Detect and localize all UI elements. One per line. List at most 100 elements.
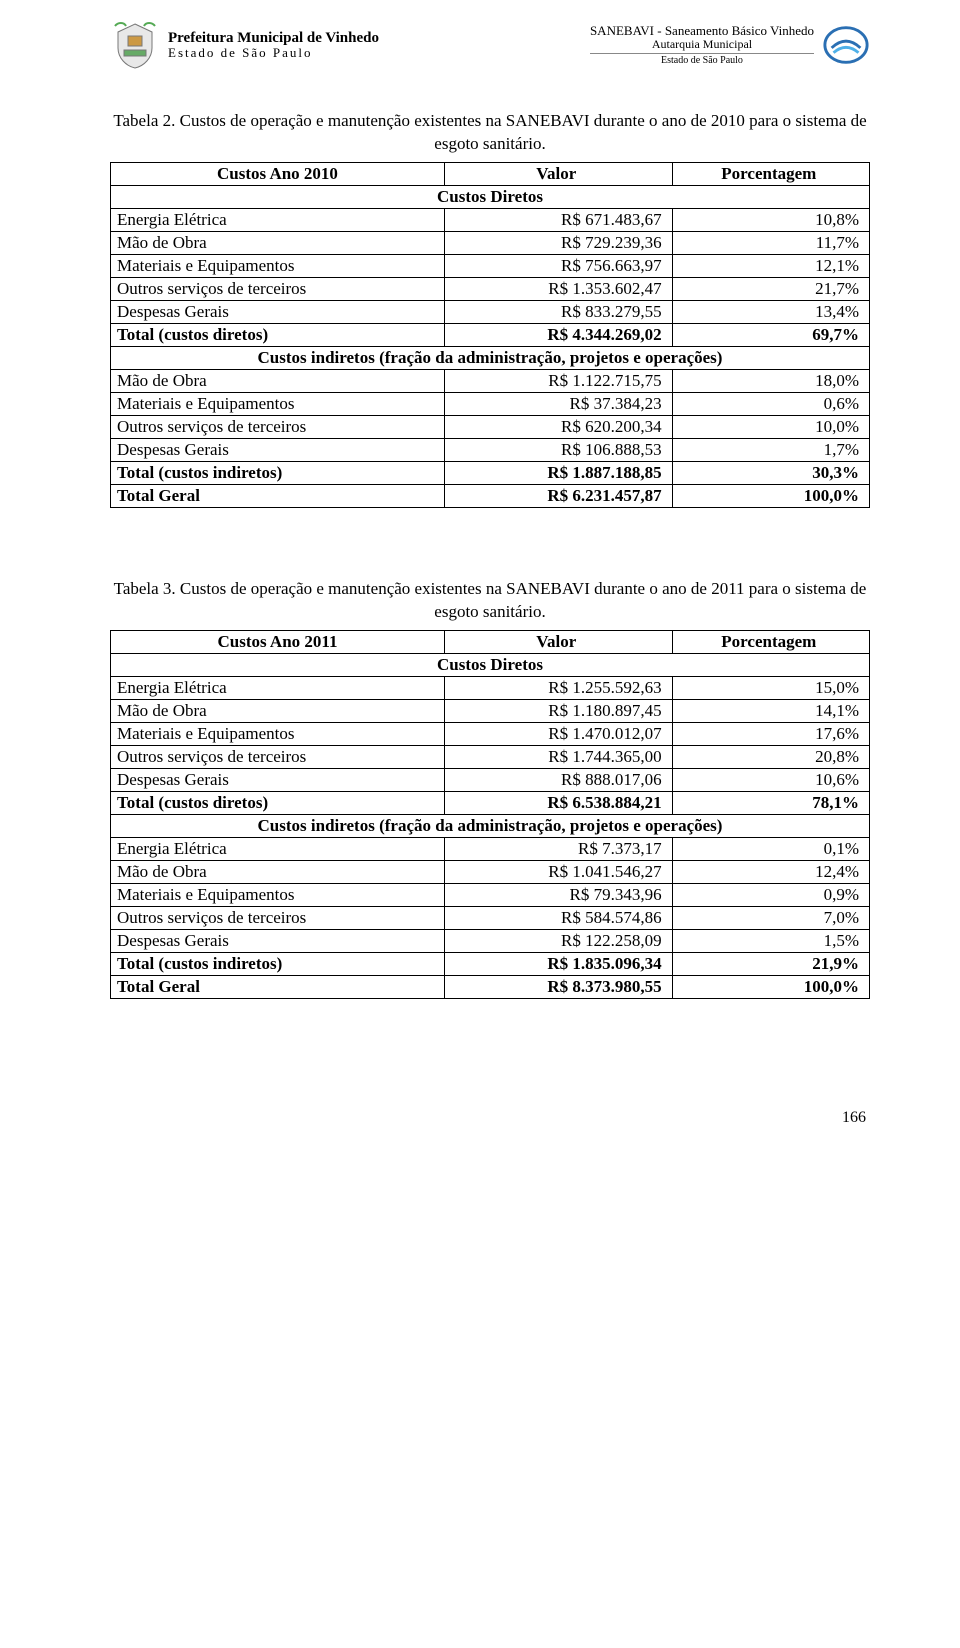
cell-label: Outros serviços de terceiros: [111, 415, 445, 438]
cell-value: R$ 620.200,34: [444, 415, 672, 438]
cell-label: Total (custos diretos): [111, 791, 445, 814]
table-row: Mão de ObraR$ 1.180.897,4514,1%: [111, 699, 870, 722]
header-left-text: Prefeitura Municipal de Vinhedo Estado d…: [168, 30, 379, 61]
cell-label: Outros serviços de terceiros: [111, 277, 445, 300]
cell-label: Materiais e Equipamentos: [111, 392, 445, 415]
table3-section1: Custos Diretos: [111, 653, 870, 676]
header-left: Prefeitura Municipal de Vinhedo Estado d…: [110, 20, 379, 70]
table-row: Energia ElétricaR$ 1.255.592,6315,0%: [111, 676, 870, 699]
table-row: Outros serviços de terceirosR$ 584.574,8…: [111, 906, 870, 929]
table3-header-c2: Valor: [444, 630, 672, 653]
table-row: Despesas GeraisR$ 888.017,0610,6%: [111, 768, 870, 791]
cell-label: Materiais e Equipamentos: [111, 254, 445, 277]
cell-value: R$ 8.373.980,55: [444, 975, 672, 998]
cell-value: R$ 1.122.715,75: [444, 369, 672, 392]
cell-pct: 0,9%: [672, 883, 869, 906]
cell-value: R$ 729.239,36: [444, 231, 672, 254]
table2-total1: Total (custos diretos)R$ 4.344.269,0269,…: [111, 323, 870, 346]
table3-header-c3: Porcentagem: [672, 630, 869, 653]
cell-label: Energia Elétrica: [111, 208, 445, 231]
table2-caption: Tabela 2. Custos de operação e manutençã…: [110, 110, 870, 156]
cell-label: Total (custos diretos): [111, 323, 445, 346]
cell-label: Energia Elétrica: [111, 676, 445, 699]
org-subtitle: Autarquia Municipal: [590, 38, 814, 51]
cell-pct: 18,0%: [672, 369, 869, 392]
cell-label: Outros serviços de terceiros: [111, 906, 445, 929]
cell-pct: 100,0%: [672, 484, 869, 507]
cell-label: Total Geral: [111, 975, 445, 998]
table3-header-c1: Custos Ano 2011: [111, 630, 445, 653]
cell-value: R$ 6.538.884,21: [444, 791, 672, 814]
table3-total2: Total (custos indiretos)R$ 1.835.096,342…: [111, 952, 870, 975]
cell-value: R$ 4.344.269,02: [444, 323, 672, 346]
cell-pct: 1,7%: [672, 438, 869, 461]
cell-label: Mão de Obra: [111, 860, 445, 883]
table2-grand: Total GeralR$ 6.231.457,87100,0%: [111, 484, 870, 507]
state-name: Estado de São Paulo: [168, 46, 379, 60]
city-crest-icon: [110, 20, 160, 70]
table-row: Materiais e EquipamentosR$ 37.384,230,6%: [111, 392, 870, 415]
cell-value: R$ 7.373,17: [444, 837, 672, 860]
cell-pct: 0,1%: [672, 837, 869, 860]
table-row: Mão de ObraR$ 1.122.715,7518,0%: [111, 369, 870, 392]
table2-section1: Custos Diretos: [111, 185, 870, 208]
cell-pct: 69,7%: [672, 323, 869, 346]
cell-label: Mão de Obra: [111, 699, 445, 722]
cell-label: Energia Elétrica: [111, 837, 445, 860]
cell-value: R$ 888.017,06: [444, 768, 672, 791]
table-row: Energia ElétricaR$ 7.373,170,1%: [111, 837, 870, 860]
cell-value: R$ 756.663,97: [444, 254, 672, 277]
table3-total1: Total (custos diretos)R$ 6.538.884,2178,…: [111, 791, 870, 814]
cell-label: Mão de Obra: [111, 369, 445, 392]
sanebavi-logo-icon: [822, 21, 870, 69]
table-row: Outros serviços de terceirosR$ 1.744.365…: [111, 745, 870, 768]
cell-pct: 17,6%: [672, 722, 869, 745]
table2-header-c2: Valor: [444, 162, 672, 185]
cell-label: Despesas Gerais: [111, 438, 445, 461]
cell-value: R$ 37.384,23: [444, 392, 672, 415]
table2-header-c1: Custos Ano 2010: [111, 162, 445, 185]
city-name: Prefeitura Municipal de Vinhedo: [168, 30, 379, 47]
cell-pct: 12,1%: [672, 254, 869, 277]
table2-section2-label: Custos indiretos (fração da administraçã…: [111, 346, 870, 369]
cell-value: R$ 1.835.096,34: [444, 952, 672, 975]
cell-pct: 12,4%: [672, 860, 869, 883]
cell-pct: 10,6%: [672, 768, 869, 791]
cell-value: R$ 584.574,86: [444, 906, 672, 929]
cell-pct: 14,1%: [672, 699, 869, 722]
cell-pct: 20,8%: [672, 745, 869, 768]
cell-label: Despesas Gerais: [111, 300, 445, 323]
cell-label: Total Geral: [111, 484, 445, 507]
cell-label: Despesas Gerais: [111, 929, 445, 952]
table-row: Outros serviços de terceirosR$ 620.200,3…: [111, 415, 870, 438]
table3-header-row: Custos Ano 2011 Valor Porcentagem: [111, 630, 870, 653]
cell-pct: 10,8%: [672, 208, 869, 231]
cell-value: R$ 833.279,55: [444, 300, 672, 323]
cell-value: R$ 1.353.602,47: [444, 277, 672, 300]
cell-value: R$ 6.231.457,87: [444, 484, 672, 507]
table-row: Outros serviços de terceirosR$ 1.353.602…: [111, 277, 870, 300]
cell-label: Total (custos indiretos): [111, 461, 445, 484]
cell-value: R$ 1.180.897,45: [444, 699, 672, 722]
cell-value: R$ 122.258,09: [444, 929, 672, 952]
cell-label: Total (custos indiretos): [111, 952, 445, 975]
table2-total2: Total (custos indiretos)R$ 1.887.188,853…: [111, 461, 870, 484]
table2-header-c3: Porcentagem: [672, 162, 869, 185]
cell-pct: 11,7%: [672, 231, 869, 254]
cell-label: Materiais e Equipamentos: [111, 883, 445, 906]
cell-pct: 1,5%: [672, 929, 869, 952]
table-row: Energia ElétricaR$ 671.483,6710,8%: [111, 208, 870, 231]
table-row: Materiais e EquipamentosR$ 1.470.012,071…: [111, 722, 870, 745]
table2-section2: Custos indiretos (fração da administraçã…: [111, 346, 870, 369]
table2-section1-label: Custos Diretos: [111, 185, 870, 208]
header-right-text: SANEBAVI - Saneamento Básico Vinhedo Aut…: [590, 24, 814, 66]
table-row: Materiais e EquipamentosR$ 79.343,960,9%: [111, 883, 870, 906]
cell-value: R$ 1.470.012,07: [444, 722, 672, 745]
page-number: 166: [110, 1109, 870, 1127]
table3-caption: Tabela 3. Custos de operação e manutençã…: [110, 578, 870, 624]
table-row: Mão de ObraR$ 729.239,3611,7%: [111, 231, 870, 254]
cell-value: R$ 1.744.365,00: [444, 745, 672, 768]
cell-pct: 0,6%: [672, 392, 869, 415]
cell-pct: 7,0%: [672, 906, 869, 929]
cell-label: Materiais e Equipamentos: [111, 722, 445, 745]
